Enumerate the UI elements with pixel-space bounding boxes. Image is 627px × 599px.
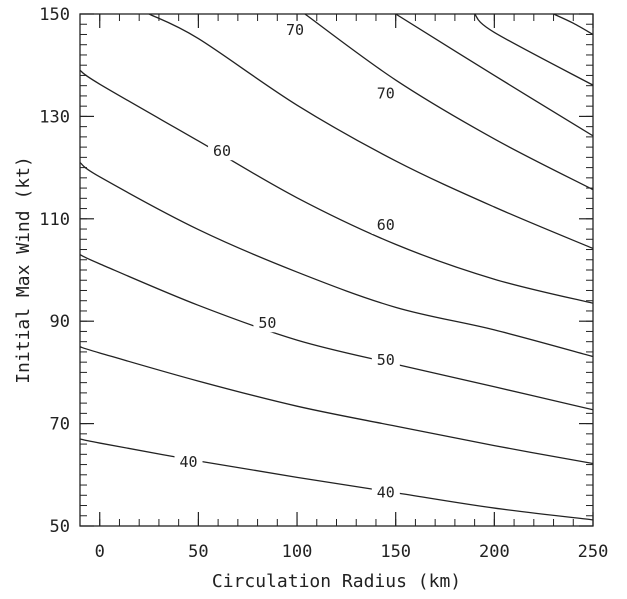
contour-label: 60 [377,216,395,234]
contour-label-bg [174,453,203,471]
x-tick-label: 250 [578,542,609,562]
contour-label: 60 [213,142,231,160]
x-tick-label: 0 [95,542,105,562]
contour-label-bg [371,215,400,234]
x-tick-labels: 0 50 100 150 200 250 [95,542,609,562]
x-tick-label: 100 [282,542,313,562]
plot-frame [79,13,594,527]
contour-line-4 [80,161,593,358]
y-tick-label: 130 [39,107,70,127]
contour-label: 50 [377,351,395,369]
contour-line-10 [553,14,593,36]
x-tick-label: 200 [479,542,510,562]
contour-label-bg [208,142,237,161]
contour-line-9 [474,14,593,86]
x-tick-label: 150 [380,542,411,562]
contour-line-8 [395,14,593,137]
contour-label: 70 [377,84,395,102]
contour-line-6 [148,14,593,250]
y-tick-label: 150 [39,5,70,25]
contour-line-7 [304,14,593,191]
contour-labels: 40 40 50 50 60 60 70 70 [174,20,400,502]
contour-label: 40 [179,453,197,471]
contour-line-1 [80,438,593,521]
y-tick-label: 110 [39,210,70,230]
contour-label: 50 [258,314,276,332]
contour-label-bg [371,351,400,370]
contour-label-bg [371,483,400,502]
contour-label-bg [253,314,282,333]
x-tick-label: 50 [188,542,208,562]
x-axis-title: Circulation Radius (km) [212,571,461,592]
contour-lines [80,14,593,521]
contour-line-2 [80,346,593,465]
y-tick-label: 50 [50,517,70,537]
contour-label: 70 [286,21,304,39]
y-tick-label: 70 [50,415,70,435]
y-tick-label: 90 [50,312,70,332]
contour-line-3 [80,254,593,411]
y-axis-title: Initial Max Wind (kt) [13,156,34,384]
contour-label-bg [281,20,310,39]
contour-label-bg [371,84,400,103]
contour-line-5 [80,69,593,304]
y-tick-labels: 50 70 90 110 130 150 [39,5,70,537]
contour-label: 40 [377,484,395,502]
